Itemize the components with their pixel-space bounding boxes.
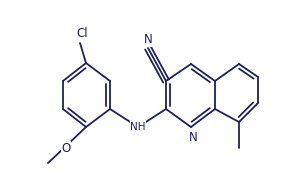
Text: N: N	[144, 33, 153, 46]
Text: O: O	[61, 142, 71, 155]
Text: NH: NH	[130, 122, 146, 132]
Text: N: N	[189, 131, 197, 144]
Text: Cl: Cl	[76, 27, 88, 40]
